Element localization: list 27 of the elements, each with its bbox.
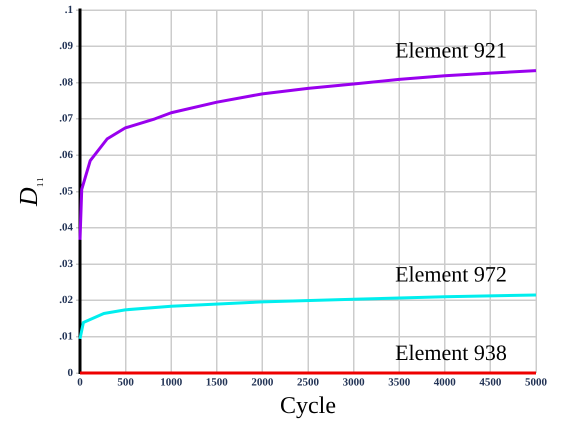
y-tick-label: .02 [59, 294, 74, 306]
x-tick-label: 3500 [388, 376, 411, 388]
x-tick-label: 2000 [251, 376, 274, 388]
x-tick-label: 4000 [434, 376, 456, 388]
y-tick-label: .05 [59, 185, 74, 198]
x-tick-label: 500 [117, 376, 134, 388]
y-tick-label: 0 [68, 366, 74, 379]
y-tick-label: .03 [59, 258, 74, 270]
y-tick-label: .04 [59, 222, 74, 234]
series-label: Element 972 [395, 262, 507, 287]
x-tick-label: 4500 [479, 376, 502, 388]
x-tick-label: 1000 [160, 376, 183, 388]
series-label: Element 938 [395, 340, 507, 365]
y-tick-label: .08 [59, 76, 74, 88]
x-tick-label: 2500 [297, 376, 320, 388]
x-axis-title: Cycle [280, 392, 336, 419]
y-tick-label: .09 [59, 40, 74, 52]
y-tick-label: .01 [59, 330, 73, 343]
x-tick-label: 3000 [342, 376, 366, 388]
y-axis-title: D₁₁ [14, 176, 44, 208]
y-tick-label: .07 [59, 112, 74, 125]
x-tick-label: 5000 [525, 376, 548, 388]
x-tick-label: 1500 [206, 376, 228, 388]
series-label: Element 921 [395, 37, 507, 62]
x-tick-label: 0 [77, 376, 84, 388]
y-tick-label: .06 [59, 149, 74, 162]
y-tick-label: .1 [64, 4, 73, 16]
